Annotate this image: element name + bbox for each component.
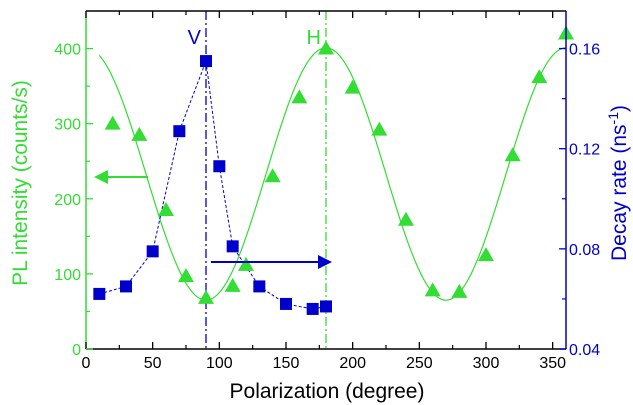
pl-intensity-point [344, 79, 361, 94]
pl-intensity-point [398, 211, 414, 226]
pl-intensity-point [131, 126, 148, 141]
y-left-axis-title: PL intensity (counts/s) [9, 80, 32, 286]
y-left-tick-label: 0 [72, 342, 81, 359]
x-tick-label: 200 [339, 355, 366, 372]
pl-intensity-point [451, 283, 468, 298]
pl-intensity-point [504, 147, 521, 162]
x-tick-label: 100 [206, 355, 233, 372]
y-left-tick-label: 100 [54, 267, 81, 284]
vertical-line-label-v: V [188, 27, 202, 49]
pl-intensity-point [531, 69, 548, 84]
y-right-tick-label: 0.08 [569, 242, 600, 259]
arrow-layer [94, 170, 332, 269]
decay-rate-point [213, 160, 226, 173]
decay-rate-connector [99, 60, 327, 310]
decay-rate-point [253, 280, 266, 293]
decay-rate-point [93, 287, 106, 300]
pl-intensity-point [371, 121, 388, 136]
pl-intensity-point [178, 268, 194, 283]
x-tick-label: 0 [82, 355, 91, 372]
decay-rate-point [146, 245, 159, 258]
decay-rate-point [320, 300, 332, 313]
pl-intensity-point [158, 202, 174, 217]
decay-rate-point [200, 55, 212, 68]
x-axis-title: Polarization (degree) [230, 380, 425, 403]
decay-rate-point [173, 125, 186, 138]
y-right-tick-label: 0.12 [569, 142, 600, 159]
fit-curve-layer [98, 47, 567, 301]
decay-rate-point [120, 280, 132, 293]
y-left-tick-label: 300 [54, 117, 81, 134]
pl-intensity-point [291, 89, 308, 104]
y-right-axis-title-close: ) [608, 105, 631, 112]
y-right-axis-title: Decay rate (ns-1) [605, 105, 631, 261]
y-right-axis-title-sup: -1 [605, 112, 621, 125]
left-axis-arrow-head [94, 170, 108, 184]
pl-intensity-point [104, 115, 121, 130]
y-right-tick-label: 0.04 [569, 342, 600, 359]
pl-intensity-point [424, 282, 441, 297]
decay-rate-point [306, 302, 319, 315]
y-right-tick-label: 0.16 [569, 42, 600, 59]
x-tick-label: 350 [539, 355, 566, 372]
fit-curve [98, 47, 567, 301]
series-layer [93, 25, 574, 315]
decay-rate-point [280, 297, 292, 310]
pl-intensity-point [264, 168, 281, 183]
y-left-tick-label: 200 [54, 192, 81, 209]
x-tick-label: 150 [273, 355, 300, 372]
x-tick-label: 250 [406, 355, 433, 372]
axis-title-layer: Polarization (degree) PL intensity (coun… [9, 80, 631, 403]
decay-rate-point [226, 240, 239, 253]
pl-intensity-point [224, 277, 241, 292]
pl-intensity-point [478, 247, 494, 262]
y-right-axis-title-main: Decay rate (ns [608, 124, 631, 261]
x-tick-label: 300 [473, 355, 500, 372]
x-tick-label: 50 [144, 355, 162, 372]
pl-intensity-point [318, 40, 334, 55]
y-left-tick-label: 400 [54, 42, 81, 59]
pl-intensity-point [198, 289, 214, 304]
axes-layer: 0 50 100 150 200 250 300 350 0 100 200 300 400 0.04 0.… [54, 10, 600, 372]
vertical-line-label-h: H [307, 27, 321, 49]
pl-intensity-point [238, 256, 254, 271]
right-axis-arrow-head [318, 255, 332, 269]
